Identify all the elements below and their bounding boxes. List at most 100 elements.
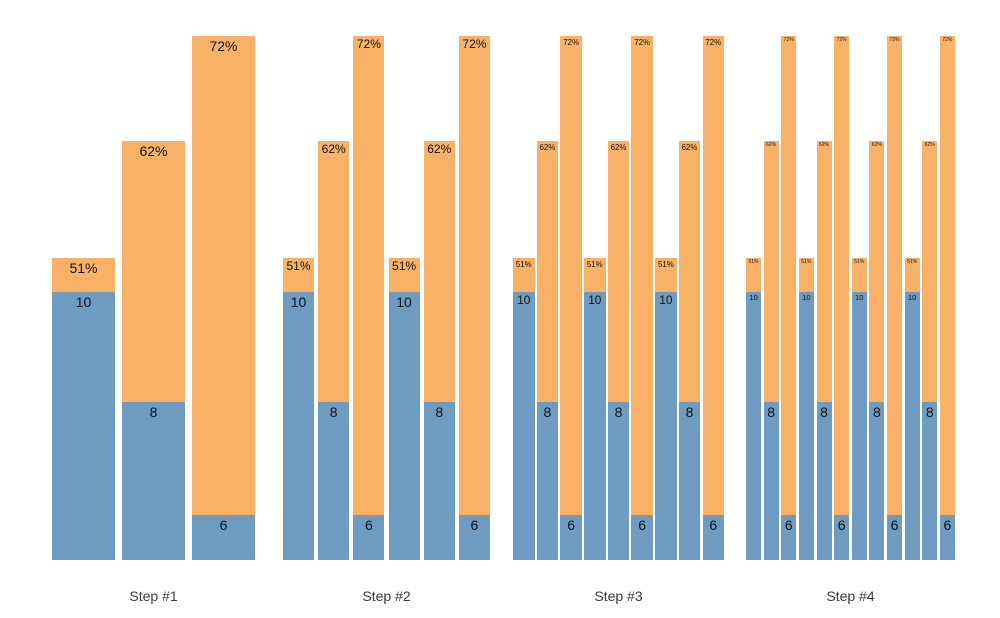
percent-segment: 51%: [746, 258, 761, 292]
percent-segment: 51%: [655, 258, 677, 292]
value-segment: 6: [939, 515, 955, 560]
percent-label: 62%: [139, 143, 168, 159]
stacked-bar: 72% 6: [887, 36, 902, 560]
value-label: 10: [659, 293, 673, 307]
value-label: 6: [638, 517, 647, 533]
value-segment: 10: [52, 292, 115, 560]
stacked-bar: 62% 8: [318, 141, 350, 560]
stacked-bar: 72% 6: [834, 36, 850, 560]
value-label: 8: [685, 404, 694, 420]
stacked-bar: 62% 8: [536, 141, 559, 560]
stacked-bar: 62% 8: [763, 141, 779, 560]
percent-label: 51%: [854, 259, 865, 265]
stacked-bar: 72% 6: [192, 36, 255, 560]
percent-segment: 62%: [122, 141, 185, 402]
step-axis-label: Step #4: [826, 588, 875, 604]
value-segment: 8: [763, 402, 779, 560]
value-segment: 8: [607, 402, 630, 560]
value-label: 10: [396, 294, 412, 310]
stacked-bar: 72% 6: [702, 36, 724, 560]
stacked-bar: 51% 10: [52, 258, 115, 560]
percent-segment: 72%: [887, 36, 902, 515]
percent-label: 72%: [889, 37, 900, 43]
percent-label: 51%: [586, 260, 603, 269]
percent-label: 51%: [392, 259, 417, 273]
percent-segment: 72%: [631, 36, 653, 515]
stacked-bar: 51% 10: [388, 258, 420, 560]
percent-segment: 72%: [192, 36, 255, 515]
percent-label: 72%: [942, 37, 953, 43]
stacked-bar: 72% 6: [353, 36, 385, 560]
value-segment: 8: [122, 402, 185, 560]
percent-segment: 72%: [353, 36, 385, 515]
value-label: 10: [854, 293, 864, 302]
value-label: 6: [219, 517, 228, 533]
value-label: 10: [749, 293, 758, 302]
percent-segment: 51%: [52, 258, 115, 292]
value-label: 8: [925, 404, 934, 420]
value-segment: 6: [458, 515, 490, 560]
stacked-bar: 62% 8: [922, 141, 938, 560]
percent-label: 51%: [657, 260, 674, 269]
value-label: 6: [364, 517, 373, 533]
percent-segment: 51%: [798, 258, 814, 292]
value-segment: 10: [283, 292, 314, 560]
value-segment: 10: [584, 292, 606, 560]
percent-label: 62%: [818, 142, 830, 148]
value-label: 6: [890, 517, 899, 533]
percent-label: 51%: [748, 259, 759, 265]
percent-label: 72%: [634, 38, 651, 47]
value-label: 8: [767, 404, 776, 420]
stacked-bar: 62% 8: [423, 141, 455, 560]
value-segment: 10: [513, 292, 535, 560]
stacked-bar: 51% 10: [746, 258, 761, 560]
value-label: 10: [75, 294, 92, 310]
stacked-bar: 62% 8: [122, 141, 185, 560]
percent-segment: 51%: [283, 258, 314, 292]
percent-segment: 62%: [869, 141, 885, 402]
percent-label: 62%: [924, 142, 935, 148]
value-segment: 8: [816, 402, 832, 560]
percent-segment: 62%: [536, 141, 559, 402]
stacked-bar: 62% 8: [816, 141, 832, 560]
percent-segment: 62%: [816, 141, 832, 402]
value-segment: 8: [423, 402, 455, 560]
percent-label: 62%: [427, 142, 452, 156]
value-label: 8: [820, 404, 828, 420]
stacked-bar: 72% 6: [939, 36, 955, 560]
value-label: 6: [837, 517, 846, 533]
value-label: 10: [290, 294, 307, 310]
bar-group-step-3: 51% 10 62% 8 72% 6 51% 10 62% 8 72% 6 51% 10 62% 8 72% 6: [513, 0, 724, 560]
value-label: 10: [517, 293, 531, 307]
value-segment: 8: [318, 402, 350, 560]
value-segment: 6: [887, 515, 902, 560]
value-segment: 10: [746, 292, 761, 560]
stacked-bar: 51% 10: [283, 258, 314, 560]
value-label: 6: [709, 517, 718, 533]
percent-label: 62%: [610, 143, 627, 152]
percent-segment: 51%: [513, 258, 535, 292]
percent-label: 51%: [515, 260, 532, 269]
step-axis-label: Step #1: [129, 588, 178, 604]
percent-label: 72%: [836, 37, 847, 43]
percent-label: 62%: [321, 142, 346, 156]
stacked-bar: 51% 10: [513, 258, 535, 560]
value-segment: 6: [353, 515, 385, 560]
value-segment: 6: [834, 515, 850, 560]
percent-label: 62%: [539, 143, 556, 152]
value-segment: 10: [388, 292, 420, 560]
percent-segment: 72%: [458, 36, 490, 515]
percent-segment: 51%: [584, 258, 606, 292]
percent-label: 62%: [766, 142, 777, 148]
value-segment: 10: [851, 292, 867, 560]
percent-segment: 62%: [318, 141, 350, 402]
percent-label: 62%: [681, 143, 698, 152]
percent-segment: 62%: [922, 141, 938, 402]
step-axis-label: Step #3: [594, 588, 643, 604]
value-segment: 6: [702, 515, 724, 560]
value-label: 8: [435, 404, 444, 420]
stacked-bar: 51% 10: [851, 258, 867, 560]
percent-segment: 51%: [851, 258, 867, 292]
